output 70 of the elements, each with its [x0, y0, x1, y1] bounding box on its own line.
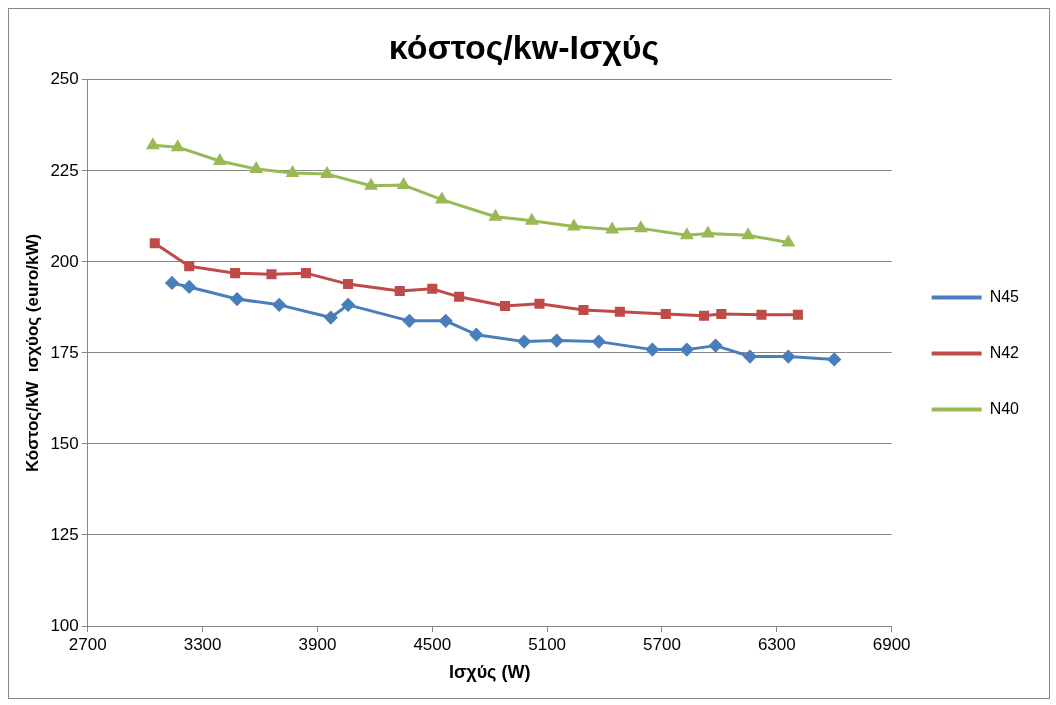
point: [781, 350, 795, 364]
point: [635, 221, 647, 233]
point: [321, 167, 333, 179]
point: [534, 298, 545, 309]
point: [660, 308, 671, 319]
point: [756, 309, 767, 320]
point: [230, 268, 241, 279]
point: [402, 314, 416, 328]
point: [286, 166, 299, 178]
point: [394, 285, 405, 297]
y-tick-label: 175: [50, 342, 79, 362]
x-tick-label: 2700: [68, 634, 107, 654]
point: [469, 328, 483, 342]
y-tick-label: 100: [50, 615, 79, 635]
point: [230, 292, 244, 306]
x-axis-title: Ισχύς (W): [448, 662, 531, 683]
point: [827, 352, 841, 366]
x-tick-label: 6900: [872, 634, 911, 654]
x-tick-label: 3900: [298, 634, 337, 654]
point: [149, 238, 160, 249]
point: [499, 300, 511, 311]
point: [645, 343, 659, 357]
legend-label: N40: [989, 399, 1020, 417]
y-axis-title: Κόστος/kW ισχύος (euro/kW): [22, 233, 42, 473]
legend-label: N42: [989, 343, 1020, 361]
point: [397, 178, 410, 190]
point: [341, 298, 355, 312]
point: [681, 228, 693, 240]
point: [702, 226, 714, 238]
point: [517, 335, 531, 349]
point: [792, 309, 803, 320]
x-tick-label: 6300: [757, 634, 796, 654]
point: [324, 311, 338, 325]
y-tick-label: 250: [50, 69, 79, 89]
x-tick-label: 4500: [413, 634, 452, 654]
point: [343, 279, 354, 290]
x-tick-label: 5100: [528, 634, 567, 654]
chart-title: κόστος/kw-Ισχύς: [388, 27, 660, 66]
point: [266, 269, 277, 280]
point: [716, 308, 727, 319]
point: [680, 343, 694, 357]
point: [699, 310, 710, 321]
point: [439, 314, 453, 328]
point: [171, 140, 184, 152]
point: [592, 335, 606, 349]
point: [365, 179, 377, 190]
point: [606, 222, 619, 234]
y-tick-label: 225: [50, 160, 79, 180]
point: [454, 291, 465, 302]
legend-label: N45: [989, 287, 1020, 305]
y-tick-label: 125: [50, 524, 79, 544]
point: [742, 228, 754, 240]
point: [147, 138, 159, 150]
point: [743, 350, 757, 364]
x-tick-label: 3300: [183, 634, 222, 654]
x-tick-label: 5700: [643, 634, 681, 654]
point: [578, 304, 589, 315]
point: [214, 154, 226, 165]
point: [182, 280, 196, 294]
point: [427, 283, 438, 294]
point: [165, 276, 179, 290]
point: [550, 334, 564, 348]
point: [184, 261, 195, 272]
point: [709, 339, 723, 353]
point: [300, 268, 311, 279]
point: [614, 306, 625, 317]
point: [272, 298, 286, 312]
y-tick-label: 200: [50, 251, 79, 271]
y-tick-label: 150: [50, 433, 79, 453]
point: [250, 162, 263, 174]
